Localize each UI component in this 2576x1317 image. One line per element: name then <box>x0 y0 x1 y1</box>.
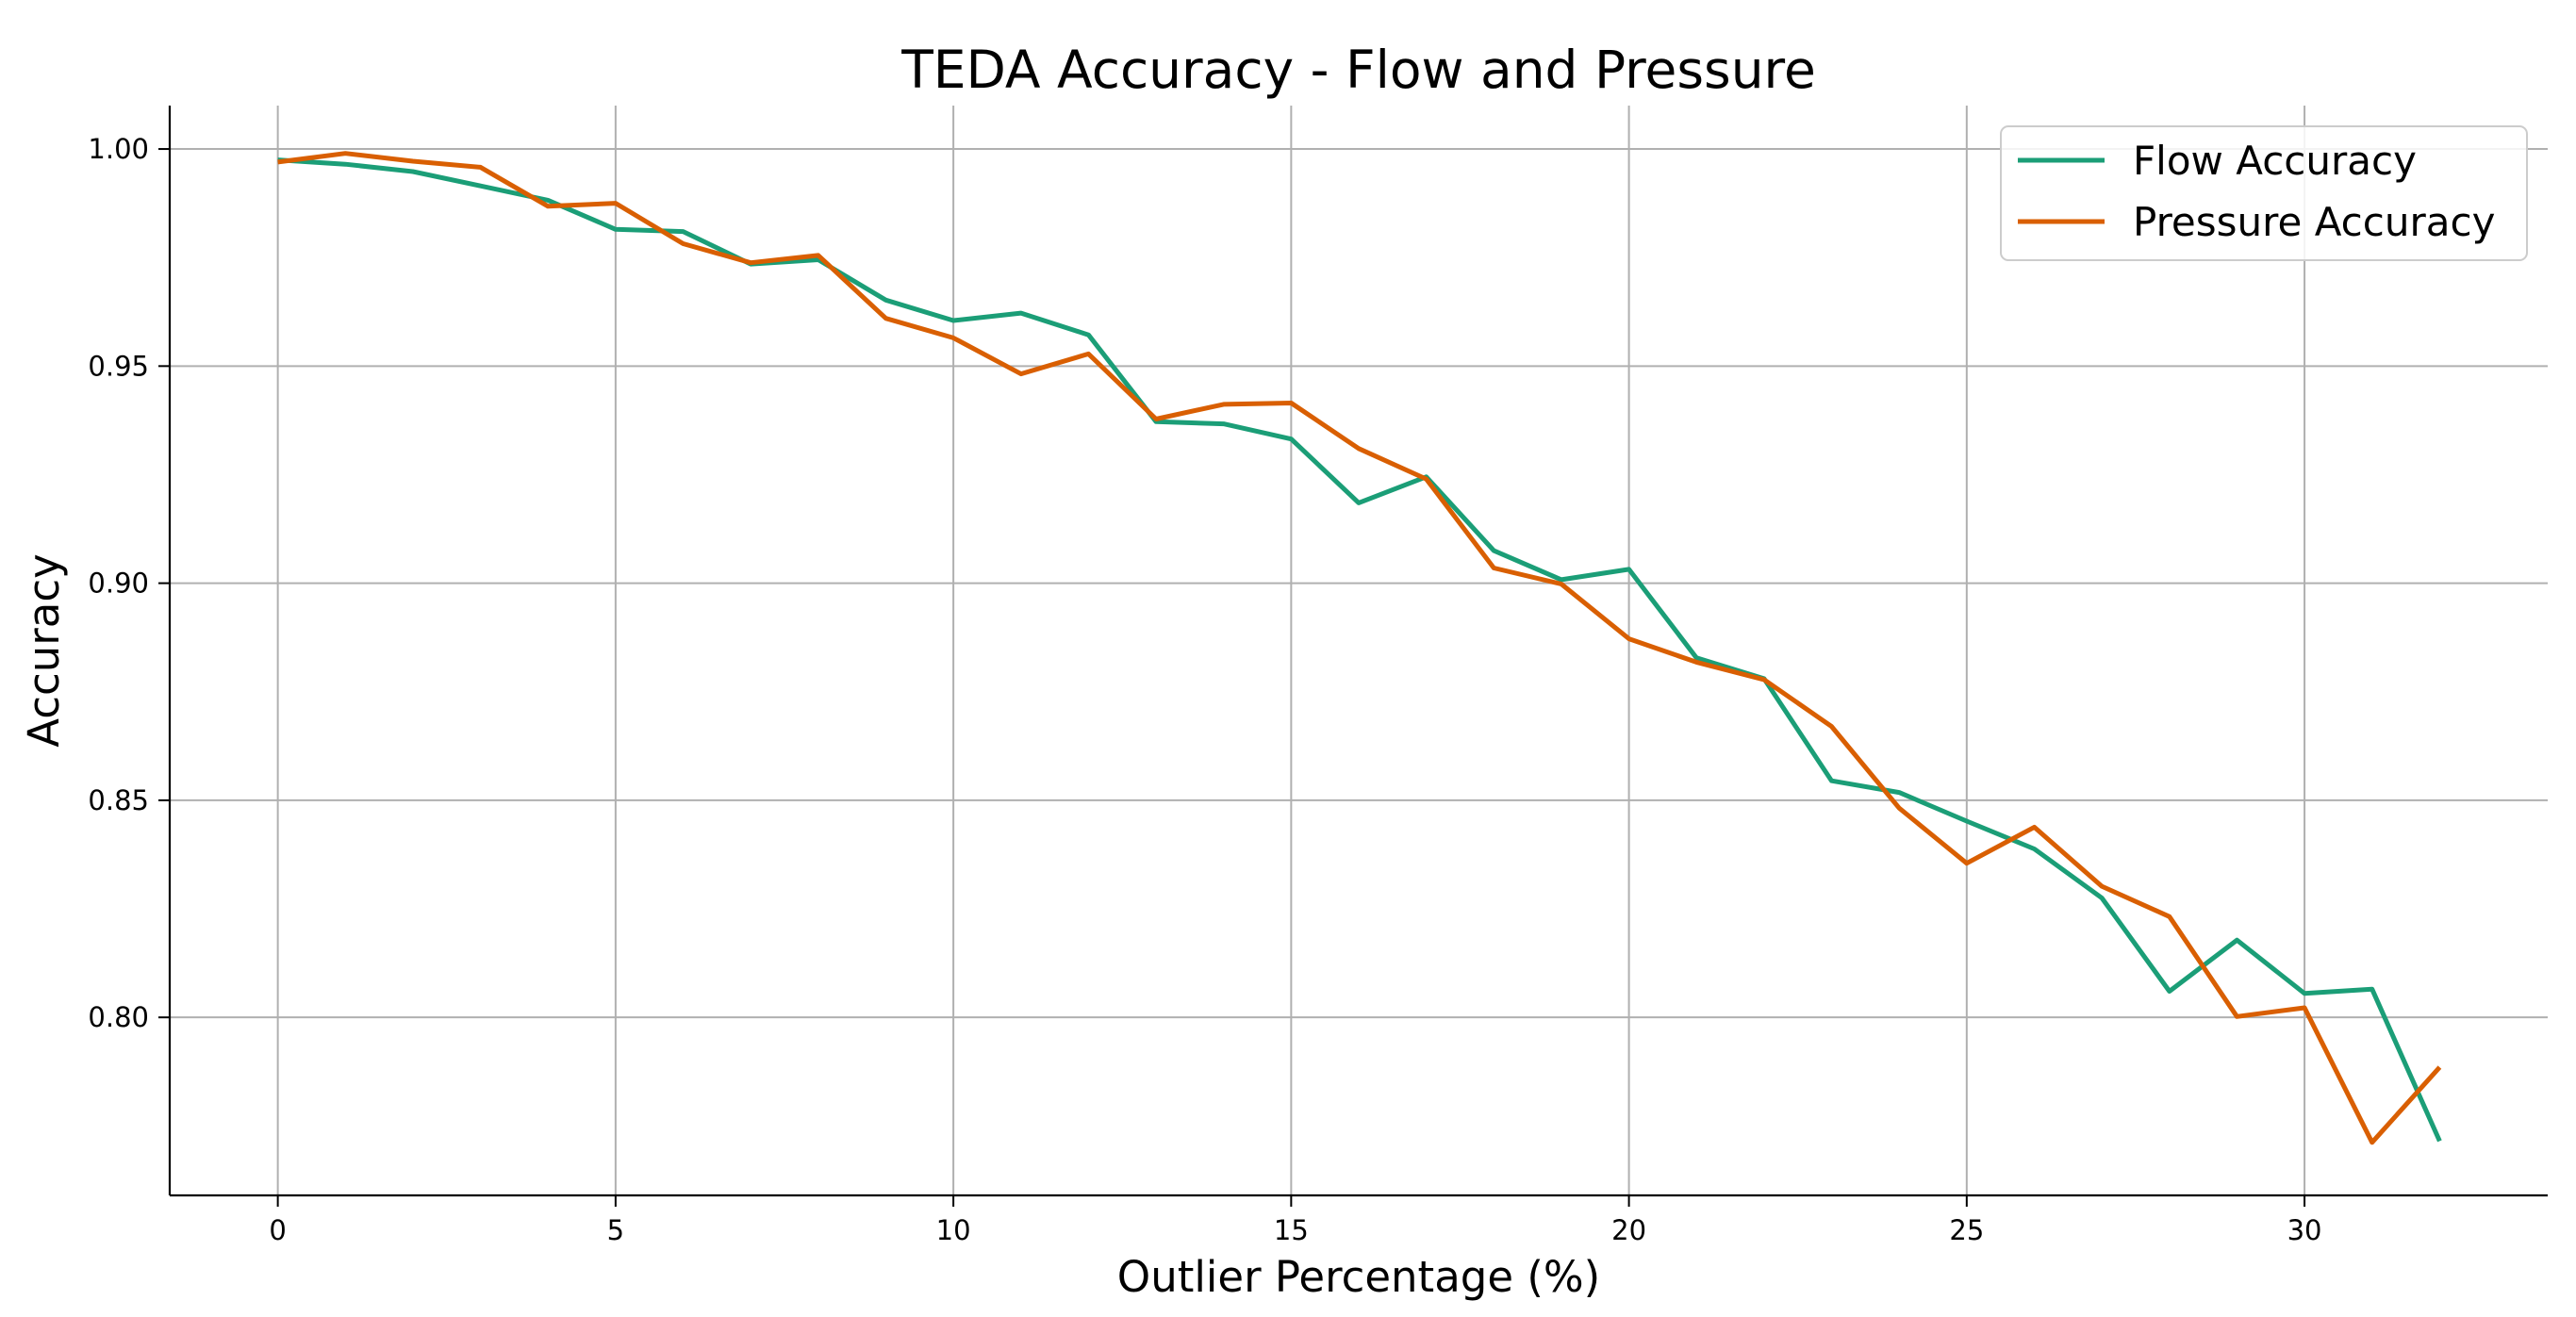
legend-label-pressure: Pressure Accuracy <box>2133 199 2495 245</box>
x-tick-label: 15 <box>1274 1214 1309 1246</box>
series-group <box>277 151 2442 1145</box>
x-tick-label: 25 <box>1949 1214 1984 1246</box>
y-tick-label: 0.80 <box>88 1001 149 1033</box>
ticks: 0 5 10 15 20 25 30 0.80 0.85 0.90 0.95 1.00 <box>88 133 2321 1246</box>
x-tick-label: 10 <box>936 1214 971 1246</box>
legend: Flow Accuracy Pressure Accuracy <box>2000 125 2528 261</box>
legend-box <box>2000 125 2528 261</box>
y-tick-label: 0.95 <box>88 350 149 382</box>
x-tick-label: 5 <box>607 1214 624 1246</box>
chart-title: TEDA Accuracy - Flow and Pressure <box>900 40 1816 100</box>
y-tick-label: 0.90 <box>88 568 149 600</box>
grid <box>170 106 2548 1195</box>
y-axis-label: Accuracy <box>19 553 69 747</box>
spines <box>168 106 2548 1197</box>
x-tick-label: 0 <box>269 1214 286 1246</box>
x-tick-label: 20 <box>1611 1214 1646 1246</box>
legend-label-flow: Flow Accuracy <box>2133 138 2417 184</box>
y-tick-label: 0.85 <box>88 784 149 816</box>
x-tick-label: 30 <box>2287 1214 2322 1246</box>
series-line-pressure <box>277 151 2442 1145</box>
y-tick-label: 1.00 <box>88 133 149 165</box>
series-line-flow <box>277 157 2442 1143</box>
x-axis-label: Outlier Percentage (%) <box>1117 1252 1600 1302</box>
